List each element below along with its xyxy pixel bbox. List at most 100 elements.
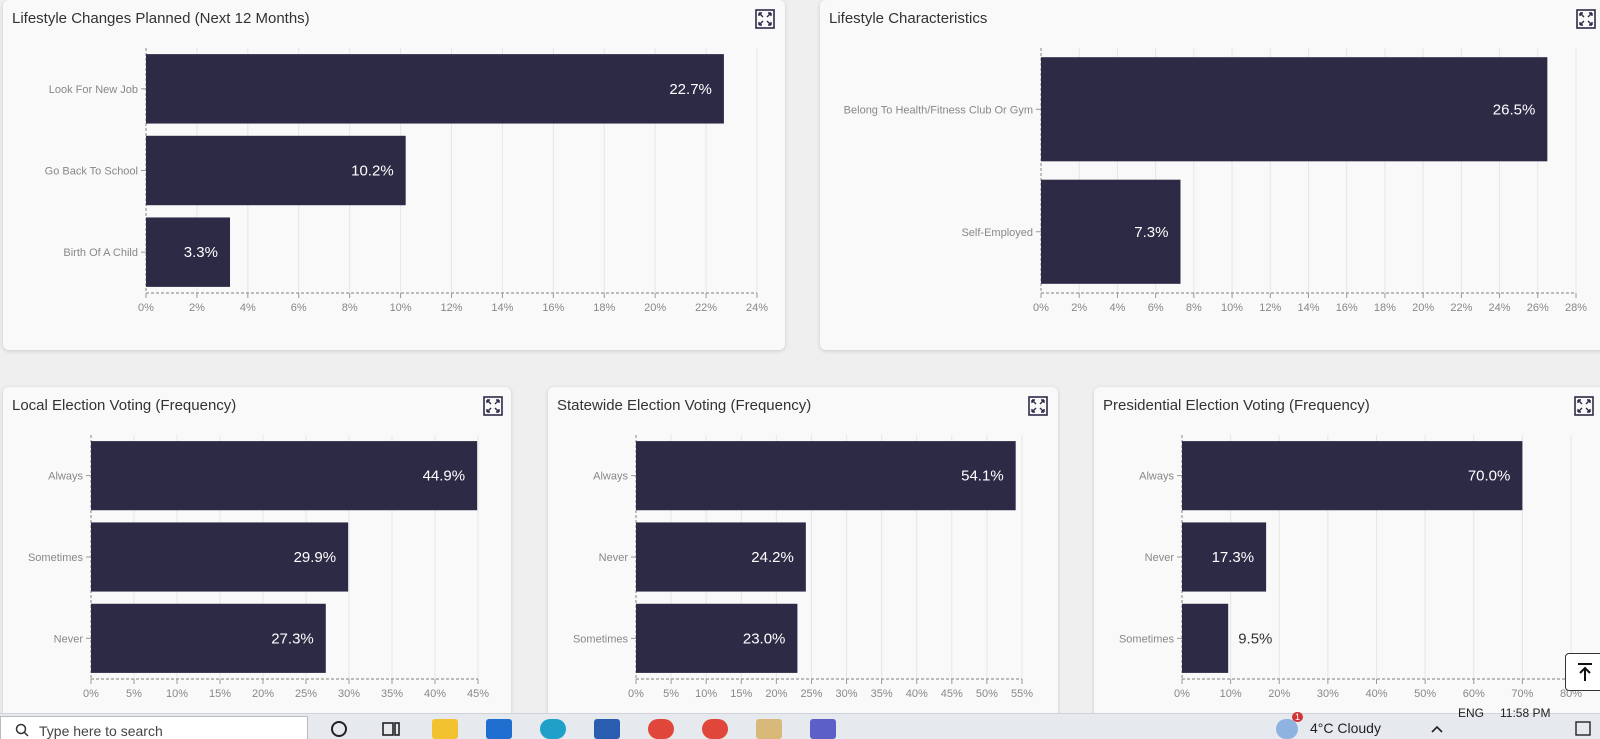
category-label: Never bbox=[54, 633, 84, 645]
x-tick-label: 2% bbox=[189, 302, 205, 314]
taskbar-search-box[interactable]: Type here to search bbox=[0, 716, 308, 739]
file-explorer-icon[interactable] bbox=[432, 719, 458, 739]
x-tick-label: 0% bbox=[138, 302, 154, 314]
chevron-up-icon[interactable] bbox=[1424, 719, 1450, 739]
data-label: 24.2% bbox=[751, 549, 794, 566]
search-placeholder: Type here to search bbox=[39, 723, 163, 739]
bar bbox=[146, 135, 406, 206]
category-label: Always bbox=[1139, 471, 1174, 483]
bar bbox=[91, 522, 349, 592]
x-tick-label: 14% bbox=[1297, 302, 1319, 314]
expand-button[interactable] bbox=[1028, 396, 1048, 416]
x-tick-label: 6% bbox=[1148, 302, 1164, 314]
card-title: Local Election Voting (Frequency) bbox=[12, 397, 237, 414]
category-label: Never bbox=[1145, 552, 1175, 564]
x-tick-label: 70% bbox=[1511, 688, 1533, 700]
x-tick-label: 20% bbox=[765, 688, 787, 700]
x-tick-label: 10% bbox=[166, 688, 188, 700]
x-tick-label: 20% bbox=[252, 688, 274, 700]
edge-icon[interactable] bbox=[540, 719, 566, 739]
data-label: 3.3% bbox=[184, 244, 218, 261]
x-tick-label: 40% bbox=[906, 688, 928, 700]
expand-button[interactable] bbox=[1574, 396, 1594, 416]
x-tick-label: 80% bbox=[1560, 688, 1582, 700]
data-label: 10.2% bbox=[351, 163, 394, 180]
bar bbox=[91, 603, 326, 673]
bar bbox=[1182, 522, 1267, 592]
store-icon[interactable] bbox=[594, 719, 620, 739]
mail-icon[interactable] bbox=[486, 719, 512, 739]
x-tick-label: 20% bbox=[1412, 302, 1434, 314]
category-label: Go Back To School bbox=[45, 166, 138, 178]
data-label: 70.0% bbox=[1468, 468, 1511, 485]
weather-text[interactable]: 4°C Cloudy bbox=[1310, 720, 1381, 736]
x-tick-label: 26% bbox=[1527, 302, 1549, 314]
chart-card-local-election: Local Election Voting (Frequency) 0% 5% 10… bbox=[3, 387, 511, 727]
bar bbox=[636, 522, 806, 592]
data-label: 17.3% bbox=[1212, 549, 1255, 566]
category-label: Self-Employed bbox=[961, 227, 1033, 239]
data-label: 7.3% bbox=[1134, 224, 1168, 241]
bar bbox=[146, 217, 231, 287]
expand-button[interactable] bbox=[1576, 9, 1596, 29]
chrome-icon[interactable] bbox=[648, 719, 674, 739]
chrome-profile-icon[interactable] bbox=[702, 719, 728, 739]
x-tick-label: 10% bbox=[390, 302, 412, 314]
bar bbox=[636, 441, 1016, 511]
paint-icon[interactable] bbox=[756, 719, 782, 739]
x-tick-label: 30% bbox=[338, 688, 360, 700]
expand-button[interactable] bbox=[483, 396, 503, 416]
x-tick-label: 24% bbox=[746, 302, 768, 314]
x-tick-label: 12% bbox=[1259, 302, 1281, 314]
x-tick-label: 55% bbox=[1011, 688, 1033, 700]
x-tick-label: 10% bbox=[695, 688, 717, 700]
arrow-up-to-line-icon bbox=[1578, 663, 1592, 681]
x-tick-label: 0% bbox=[1174, 688, 1190, 700]
language-indicator[interactable]: ENG bbox=[1458, 706, 1485, 720]
weather-icon[interactable] bbox=[1276, 719, 1298, 739]
bar bbox=[636, 603, 798, 673]
data-label: 54.1% bbox=[961, 468, 1004, 485]
expand-button[interactable] bbox=[755, 9, 775, 29]
x-tick-label: 8% bbox=[1186, 302, 1202, 314]
bar-chart: 0% 5% 10% 15% 20% 25% 30% 35% 40% 45% 50% 55% Always… bbox=[573, 435, 1033, 700]
category-label: Always bbox=[593, 471, 628, 483]
x-tick-label: 50% bbox=[1414, 688, 1436, 700]
cortana-icon[interactable] bbox=[326, 719, 352, 739]
expand-icon bbox=[1574, 396, 1594, 416]
teams-icon[interactable] bbox=[810, 719, 836, 739]
x-tick-label: 28% bbox=[1565, 302, 1587, 314]
x-tick-label: 25% bbox=[800, 688, 822, 700]
x-tick-label: 25% bbox=[295, 688, 317, 700]
bar bbox=[91, 441, 478, 511]
x-tick-label: 22% bbox=[695, 302, 717, 314]
expand-icon bbox=[483, 396, 503, 416]
category-label: Birth Of A Child bbox=[63, 247, 138, 259]
x-tick-label: 5% bbox=[126, 688, 142, 700]
x-tick-label: 10% bbox=[1220, 688, 1242, 700]
expand-icon bbox=[1028, 396, 1048, 416]
x-tick-label: 16% bbox=[542, 302, 564, 314]
x-tick-label: 35% bbox=[871, 688, 893, 700]
card-title: Lifestyle Characteristics bbox=[829, 10, 988, 27]
x-tick-label: 40% bbox=[1365, 688, 1387, 700]
category-label: Sometimes bbox=[1119, 633, 1175, 645]
x-tick-label: 0% bbox=[628, 688, 644, 700]
bar bbox=[1182, 441, 1523, 511]
task-view-icon[interactable] bbox=[378, 719, 404, 739]
x-tick-label: 15% bbox=[730, 688, 752, 700]
x-tick-label: 45% bbox=[467, 688, 489, 700]
card-title: Presidential Election Voting (Frequency) bbox=[1103, 397, 1370, 414]
bar bbox=[1182, 603, 1229, 673]
x-tick-label: 4% bbox=[240, 302, 256, 314]
scroll-to-top-button[interactable] bbox=[1565, 653, 1600, 691]
data-label: 23.0% bbox=[743, 630, 786, 647]
x-tick-label: 22% bbox=[1450, 302, 1472, 314]
x-tick-label: 5% bbox=[663, 688, 679, 700]
data-label: 9.5% bbox=[1238, 630, 1272, 647]
x-tick-label: 24% bbox=[1489, 302, 1511, 314]
clock-time[interactable]: 11:58 PM bbox=[1500, 706, 1551, 720]
x-tick-label: 0% bbox=[83, 688, 99, 700]
notification-icon[interactable] bbox=[1570, 719, 1596, 739]
x-tick-label: 50% bbox=[976, 688, 998, 700]
